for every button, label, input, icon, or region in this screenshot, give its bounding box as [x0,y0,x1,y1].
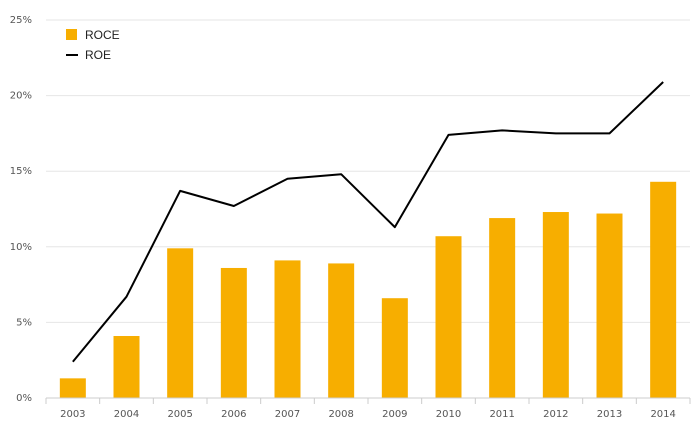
y-tick-label: 5% [16,317,32,328]
legend-label-roce: ROCE [85,28,120,42]
y-tick-label: 20% [10,91,32,102]
y-tick-label: 25% [10,15,32,26]
bar-roce [542,212,569,398]
axes: 0% 5% 10% 15% 20% 25% 2003 2004 2005 2006 2007 2008… [10,15,691,420]
gridlines [46,19,690,323]
bar-roce [220,267,247,398]
legend-label-roe: ROE [85,48,111,62]
x-tick-label: 2006 [221,409,246,420]
x-tick-label: 2014 [650,409,675,420]
x-tick-label: 2005 [167,409,192,420]
roe-line [72,81,664,363]
bar-roce [113,336,140,398]
x-tick-label: 2011 [489,409,514,420]
bar-roce [650,181,677,398]
bar-roce [59,378,86,398]
x-tick-label: 2007 [275,409,300,420]
bar-roce [596,213,623,398]
roce-bars [59,181,677,398]
y-tick-label: 10% [10,242,32,253]
legend-swatch-roce [66,29,77,40]
x-tick-label: 2010 [436,409,461,420]
y-tick-label: 15% [10,166,32,177]
bar-roce [274,260,301,398]
bar-roce [489,218,516,398]
x-tick-label: 2003 [60,409,85,420]
x-tick-label: 2012 [543,409,568,420]
bar-roce [381,298,408,398]
x-tick-label: 2004 [114,409,139,420]
bar-roce [435,236,462,398]
bar-roce [328,263,355,398]
x-tick-label: 2009 [382,409,407,420]
bar-roce [167,248,194,398]
y-tick-label: 0% [16,393,32,404]
roe-line-group [72,81,664,363]
x-tick-label: 2008 [328,409,353,420]
x-tick-label: 2013 [597,409,622,420]
legend: ROCE ROE [66,28,120,62]
